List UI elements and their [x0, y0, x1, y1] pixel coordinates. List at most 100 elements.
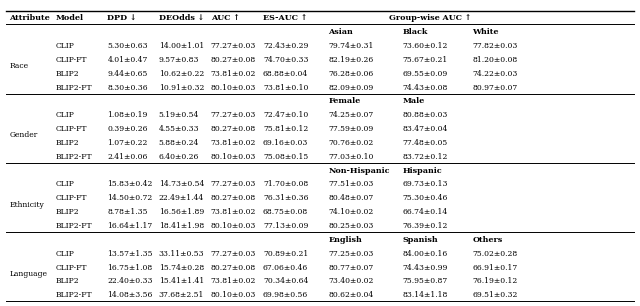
Text: 76.39±0.12: 76.39±0.12 — [402, 222, 447, 230]
Text: Gender: Gender — [10, 131, 38, 139]
Text: 82.19±0.26: 82.19±0.26 — [328, 56, 373, 64]
Text: 83.14±1.18: 83.14±1.18 — [402, 291, 447, 299]
Text: BLIP2: BLIP2 — [55, 70, 79, 78]
Text: 1.07±0.22: 1.07±0.22 — [108, 139, 148, 147]
Text: Asian: Asian — [328, 28, 353, 36]
Text: CLIP-FT: CLIP-FT — [55, 263, 87, 271]
Text: ES-AUC ↑: ES-AUC ↑ — [263, 14, 307, 22]
Text: 69.98±0.56: 69.98±0.56 — [263, 291, 308, 299]
Text: 18.41±1.98: 18.41±1.98 — [159, 222, 204, 230]
Text: 5.30±0.63: 5.30±0.63 — [108, 42, 148, 50]
Text: 68.88±0.04: 68.88±0.04 — [263, 70, 308, 78]
Text: 74.43±0.99: 74.43±0.99 — [402, 263, 447, 271]
Text: Language: Language — [10, 270, 47, 278]
Text: 15.83±0.42: 15.83±0.42 — [108, 181, 153, 188]
Text: 80.27±0.08: 80.27±0.08 — [211, 194, 256, 202]
Text: 69.16±0.03: 69.16±0.03 — [263, 139, 308, 147]
Text: 80.97±0.07: 80.97±0.07 — [472, 84, 518, 91]
Text: 74.43±0.08: 74.43±0.08 — [402, 84, 447, 91]
Text: 70.89±0.21: 70.89±0.21 — [263, 250, 308, 258]
Text: 5.88±0.24: 5.88±0.24 — [159, 139, 199, 147]
Text: 66.74±0.14: 66.74±0.14 — [402, 208, 447, 216]
Text: 4.01±0.47: 4.01±0.47 — [108, 56, 148, 64]
Text: 73.81±0.02: 73.81±0.02 — [211, 70, 256, 78]
Text: 6.40±0.26: 6.40±0.26 — [159, 153, 199, 161]
Text: Male: Male — [402, 97, 424, 105]
Text: 73.81±0.02: 73.81±0.02 — [211, 139, 256, 147]
Text: 82.09±0.09: 82.09±0.09 — [328, 84, 373, 91]
Text: 80.27±0.08: 80.27±0.08 — [211, 56, 256, 64]
Text: 22.49±1.44: 22.49±1.44 — [159, 194, 204, 202]
Text: CLIP: CLIP — [55, 250, 74, 258]
Text: BLIP2-FT: BLIP2-FT — [55, 84, 92, 91]
Text: 76.31±0.36: 76.31±0.36 — [263, 194, 308, 202]
Text: 80.25±0.03: 80.25±0.03 — [328, 222, 374, 230]
Text: 77.27±0.03: 77.27±0.03 — [211, 111, 256, 119]
Text: 77.27±0.03: 77.27±0.03 — [211, 181, 256, 188]
Text: 77.27±0.03: 77.27±0.03 — [211, 42, 256, 50]
Text: 72.43±0.29: 72.43±0.29 — [263, 42, 308, 50]
Text: 75.67±0.21: 75.67±0.21 — [402, 56, 447, 64]
Text: CLIP: CLIP — [55, 181, 74, 188]
Text: BLIP2-FT: BLIP2-FT — [55, 291, 92, 299]
Text: 77.13±0.09: 77.13±0.09 — [263, 222, 308, 230]
Text: BLIP2: BLIP2 — [55, 208, 79, 216]
Text: 68.75±0.08: 68.75±0.08 — [263, 208, 308, 216]
Text: 2.41±0.06: 2.41±0.06 — [108, 153, 148, 161]
Text: DEOdds ↓: DEOdds ↓ — [159, 14, 204, 22]
Text: Race: Race — [10, 62, 29, 70]
Text: 74.70±0.33: 74.70±0.33 — [263, 56, 308, 64]
Text: 15.74±0.28: 15.74±0.28 — [159, 263, 204, 271]
Text: 80.10±0.03: 80.10±0.03 — [211, 291, 256, 299]
Text: CLIP-FT: CLIP-FT — [55, 125, 87, 133]
Text: 14.00±1.01: 14.00±1.01 — [159, 42, 204, 50]
Text: 77.51±0.03: 77.51±0.03 — [328, 181, 374, 188]
Text: 73.81±0.02: 73.81±0.02 — [211, 208, 256, 216]
Text: 73.81±0.10: 73.81±0.10 — [263, 84, 308, 91]
Text: 73.81±0.02: 73.81±0.02 — [211, 278, 256, 285]
Text: 74.22±0.03: 74.22±0.03 — [472, 70, 518, 78]
Text: 37.68±2.51: 37.68±2.51 — [159, 291, 204, 299]
Text: CLIP: CLIP — [55, 111, 74, 119]
Text: 10.91±0.32: 10.91±0.32 — [159, 84, 204, 91]
Text: BLIP2-FT: BLIP2-FT — [55, 153, 92, 161]
Text: 83.47±0.04: 83.47±0.04 — [402, 125, 447, 133]
Text: 75.95±0.87: 75.95±0.87 — [402, 278, 447, 285]
Text: 0.39±0.26: 0.39±0.26 — [108, 125, 148, 133]
Text: 80.27±0.08: 80.27±0.08 — [211, 263, 256, 271]
Text: CLIP-FT: CLIP-FT — [55, 56, 87, 64]
Text: AUC ↑: AUC ↑ — [211, 14, 240, 22]
Text: 9.57±0.83: 9.57±0.83 — [159, 56, 199, 64]
Text: 69.73±0.13: 69.73±0.13 — [402, 181, 447, 188]
Text: 80.10±0.03: 80.10±0.03 — [211, 84, 256, 91]
Text: 16.64±1.17: 16.64±1.17 — [108, 222, 152, 230]
Text: 77.25±0.03: 77.25±0.03 — [328, 250, 374, 258]
Text: 77.03±0.10: 77.03±0.10 — [328, 153, 374, 161]
Text: 80.77±0.07: 80.77±0.07 — [328, 263, 373, 271]
Text: Ethnicity: Ethnicity — [10, 200, 44, 208]
Text: 72.47±0.10: 72.47±0.10 — [263, 111, 308, 119]
Text: Female: Female — [328, 97, 360, 105]
Text: 80.88±0.03: 80.88±0.03 — [402, 111, 447, 119]
Text: 14.73±0.54: 14.73±0.54 — [159, 181, 204, 188]
Text: 80.10±0.03: 80.10±0.03 — [211, 153, 256, 161]
Text: 83.72±0.12: 83.72±0.12 — [402, 153, 447, 161]
Text: 22.40±0.33: 22.40±0.33 — [108, 278, 153, 285]
Text: 67.06±0.46: 67.06±0.46 — [263, 263, 308, 271]
Text: 74.10±0.02: 74.10±0.02 — [328, 208, 373, 216]
Text: 80.10±0.03: 80.10±0.03 — [211, 222, 256, 230]
Text: 10.62±0.22: 10.62±0.22 — [159, 70, 204, 78]
Text: White: White — [472, 28, 499, 36]
Text: 77.82±0.03: 77.82±0.03 — [472, 42, 518, 50]
Text: 69.51±0.32: 69.51±0.32 — [472, 291, 518, 299]
Text: 16.75±1.08: 16.75±1.08 — [108, 263, 152, 271]
Text: 75.30±0.46: 75.30±0.46 — [402, 194, 447, 202]
Text: 77.27±0.03: 77.27±0.03 — [211, 250, 256, 258]
Text: Others: Others — [472, 236, 502, 244]
Text: 8.30±0.36: 8.30±0.36 — [108, 84, 148, 91]
Text: Group-wise AUC ↑: Group-wise AUC ↑ — [388, 14, 471, 22]
Text: 84.00±0.16: 84.00±0.16 — [402, 250, 447, 258]
Text: 33.11±0.53: 33.11±0.53 — [159, 250, 204, 258]
Text: English: English — [328, 236, 362, 244]
Text: 77.59±0.09: 77.59±0.09 — [328, 125, 373, 133]
